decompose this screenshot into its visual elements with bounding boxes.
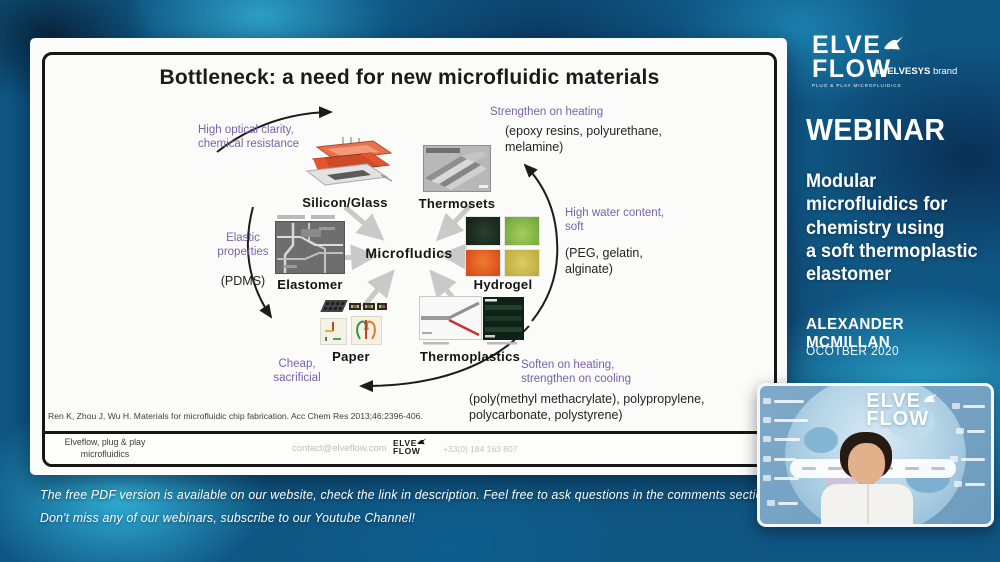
webcam-side-label <box>763 436 800 443</box>
elvesys-brand-line: an ELVESYS brand <box>874 66 957 77</box>
slide-title: Bottleneck: a need for new microfluidic … <box>159 66 660 89</box>
thermosets-image <box>423 145 491 197</box>
brand-post: brand <box>930 66 958 77</box>
note-strengthen-heating: Strengthen on heating <box>490 106 604 118</box>
slide-border: Bottleneck: a need for new microfluidic … <box>42 52 777 467</box>
label-thermosets: Thermosets <box>418 196 496 211</box>
brand-pre: an <box>874 66 888 77</box>
webcam-side-label <box>763 397 804 404</box>
silicon-glass-image <box>295 135 395 196</box>
note-soften-heating: Soften on heating, strengthen on cooling <box>521 359 631 386</box>
webcam-side-label <box>956 428 985 435</box>
presentation-slide: Bottleneck: a need for new microfluidic … <box>30 38 787 475</box>
footer-phone: +33(0) 184 163 807 <box>443 444 518 454</box>
footer-email: contact@elveflow.com <box>292 443 387 454</box>
paper-image <box>317 298 389 350</box>
label-silicon-glass: Silicon/Glass <box>302 195 388 210</box>
label-hydrogel: Hydrogel <box>473 277 533 292</box>
note-optical-clarity: High optical clarity, chemical resistanc… <box>198 124 299 151</box>
logo-line1: ELVE <box>812 31 882 59</box>
text-pdms: (PDMS) <box>220 274 266 288</box>
webcam-side-label <box>767 499 798 506</box>
thermoplastics-image <box>419 296 525 352</box>
presenter-shirt <box>821 484 914 524</box>
slide-footer: Elveflow, plug & play microfluidics cont… <box>45 431 774 464</box>
footer-logo-line2: FLOW <box>393 446 421 457</box>
elastomer-image <box>275 215 345 279</box>
diagram-center-label: Microfludics <box>365 245 453 261</box>
note-cheap-sacrificial: Cheap, sacrificial <box>273 358 321 385</box>
footer-logo-line1: ELVE <box>393 438 417 448</box>
webcam-elveflow-logo: ELVE FLOW <box>866 389 938 430</box>
hydrogel-image <box>465 216 540 277</box>
webinar-date: OCOTBER 2020 <box>806 344 900 358</box>
brand-name: ELVESYS <box>887 66 931 77</box>
macaron-blob <box>803 427 838 454</box>
text-epoxy-examples: (epoxy resins, polyurethane, melamine) <box>505 124 663 155</box>
label-thermoplastics: Thermoplastics <box>419 349 521 364</box>
caption-line2: Don't miss any of our webinars, subscrib… <box>40 510 416 525</box>
presenter-face <box>848 442 886 484</box>
footer-tagline: Elveflow, plug & play microfluidics <box>64 437 146 459</box>
webcam-side-label <box>954 480 985 487</box>
webcam-side-label <box>763 417 808 424</box>
hummingbird-icon <box>417 438 426 445</box>
note-water-content: High water content, soft <box>565 207 665 234</box>
webcam-side-label <box>950 455 985 462</box>
elveflow-logo: ELVE FLOW PLUG & PLAY MICROFLUIDICS <box>812 31 904 88</box>
label-elastomer: Elastomer <box>277 277 343 292</box>
reference-citation: Ren K, Zhou J, Wu H. Materials for micro… <box>48 411 423 421</box>
diagram-arrows <box>216 106 559 393</box>
webcam-logo-line1: ELVE <box>866 389 922 412</box>
logo-tagline: PLUG & PLAY MICROFLUIDICS <box>812 83 902 88</box>
hummingbird-icon <box>923 392 938 402</box>
label-paper: Paper <box>332 349 370 364</box>
slide-content: Bottleneck: a need for new microfluidic … <box>45 55 774 431</box>
webinar-heading: WEBINAR <box>806 112 946 147</box>
note-elastic-properties: Elastic properties <box>217 232 269 259</box>
logo-line2: FLOW <box>812 54 892 83</box>
webcam-side-label <box>952 403 985 410</box>
webcam-side-label <box>763 455 796 462</box>
macaron-blob <box>887 405 936 440</box>
elveflow-footer-logo: ELVE FLOW <box>393 438 426 457</box>
webcam-logo-line2: FLOW <box>866 407 930 430</box>
talk-title: Modular microfluidics for chemistry usin… <box>806 171 978 286</box>
webcam-inset: ELVE FLOW <box>757 383 994 527</box>
webcam-side-label <box>763 475 799 482</box>
caption-line1: The free PDF version is available on our… <box>40 487 774 502</box>
speaker-name: ALEXANDER MCMILLAN <box>806 316 905 351</box>
text-poly-examples: (poly(methyl methacrylate), polypropylen… <box>469 392 705 423</box>
text-peg-examples: (PEG, gelatin, alginate) <box>565 246 643 277</box>
hummingbird-icon <box>884 36 904 50</box>
